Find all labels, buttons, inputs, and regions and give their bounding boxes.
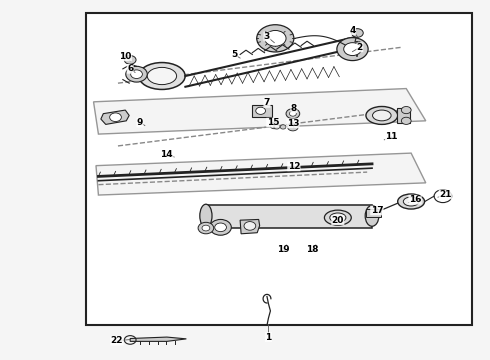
Ellipse shape [372, 110, 391, 121]
Text: 20: 20 [332, 216, 344, 225]
Text: 11: 11 [385, 132, 398, 141]
Text: 12: 12 [288, 162, 300, 171]
Ellipse shape [403, 197, 419, 206]
Ellipse shape [365, 206, 379, 226]
Polygon shape [96, 153, 426, 195]
Circle shape [290, 111, 296, 116]
Text: 16: 16 [409, 195, 421, 204]
Ellipse shape [147, 67, 176, 85]
Text: 21: 21 [439, 190, 452, 199]
Ellipse shape [324, 210, 351, 225]
Text: 7: 7 [264, 98, 270, 107]
Circle shape [270, 122, 279, 129]
Ellipse shape [330, 213, 346, 222]
Circle shape [337, 38, 368, 60]
Polygon shape [240, 220, 260, 234]
Ellipse shape [200, 204, 212, 228]
Text: 3: 3 [264, 32, 270, 41]
Text: 10: 10 [119, 52, 131, 61]
Bar [397, 108, 410, 123]
Polygon shape [94, 89, 426, 134]
Circle shape [351, 29, 363, 37]
Polygon shape [130, 337, 186, 341]
Text: 15: 15 [267, 118, 279, 127]
Text: 2: 2 [357, 43, 363, 52]
Circle shape [202, 225, 210, 231]
Bar [366, 210, 381, 217]
Text: 17: 17 [370, 206, 383, 215]
Circle shape [265, 31, 286, 46]
Circle shape [244, 222, 256, 230]
Text: 19: 19 [277, 245, 290, 254]
Text: 5: 5 [231, 50, 237, 59]
Circle shape [210, 220, 231, 235]
Text: 4: 4 [349, 26, 356, 35]
Circle shape [257, 25, 294, 52]
Text: 18: 18 [306, 245, 318, 254]
Circle shape [280, 125, 286, 129]
Circle shape [274, 125, 280, 129]
Circle shape [401, 107, 411, 114]
Bar [86, 13, 472, 325]
Bar [252, 105, 272, 117]
Text: 9: 9 [137, 118, 143, 127]
Circle shape [126, 66, 147, 82]
Circle shape [215, 223, 226, 231]
Circle shape [124, 55, 136, 64]
Text: 14: 14 [161, 150, 173, 159]
Circle shape [343, 42, 361, 55]
Polygon shape [101, 110, 129, 125]
Ellipse shape [366, 107, 398, 125]
Ellipse shape [139, 63, 185, 89]
Circle shape [198, 222, 214, 234]
Circle shape [288, 123, 298, 131]
Text: 1: 1 [265, 333, 271, 342]
Text: 6: 6 [127, 64, 133, 73]
Text: 13: 13 [287, 119, 299, 128]
Circle shape [401, 117, 411, 125]
Ellipse shape [398, 194, 424, 209]
Circle shape [131, 70, 143, 78]
Circle shape [256, 107, 266, 114]
Text: 8: 8 [291, 104, 297, 113]
Text: 22: 22 [111, 336, 123, 345]
Bar [206, 205, 372, 228]
Circle shape [110, 113, 122, 122]
Circle shape [286, 109, 300, 119]
